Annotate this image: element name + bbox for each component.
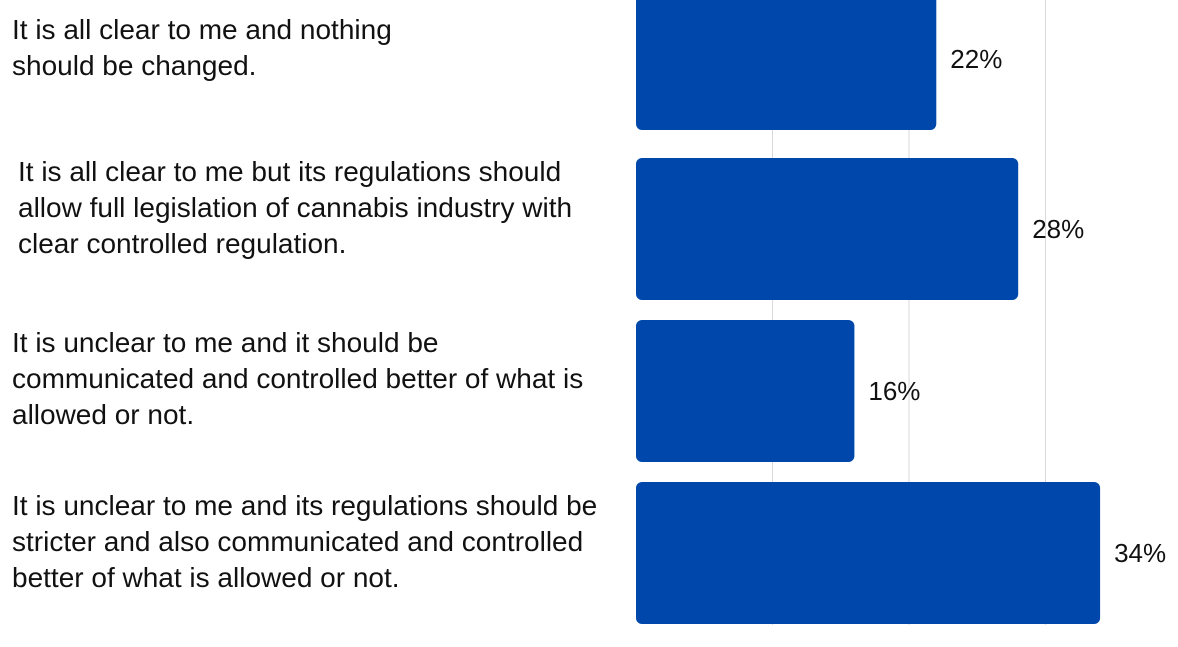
bars — [636, 0, 1101, 624]
bar-2 — [636, 158, 1019, 300]
data-label-3: 16% — [868, 376, 920, 406]
bar-3 — [636, 320, 855, 462]
category-label-1: It is all clear to me and nothing should… — [12, 14, 392, 81]
data-label-4: 34% — [1114, 538, 1166, 568]
category-label-4: It is unclear to me and its regulations … — [12, 490, 598, 593]
data-label-2: 28% — [1032, 214, 1084, 244]
category-label-3: It is unclear to me and it should be com… — [12, 327, 584, 430]
bar-4 — [636, 482, 1101, 624]
data-label-1: 22% — [950, 44, 1002, 74]
bar-1 — [636, 0, 937, 130]
data-labels: 22% 28% 16% 34% — [868, 44, 1166, 568]
category-label-2: It is all clear to me but its regulation… — [18, 156, 573, 259]
